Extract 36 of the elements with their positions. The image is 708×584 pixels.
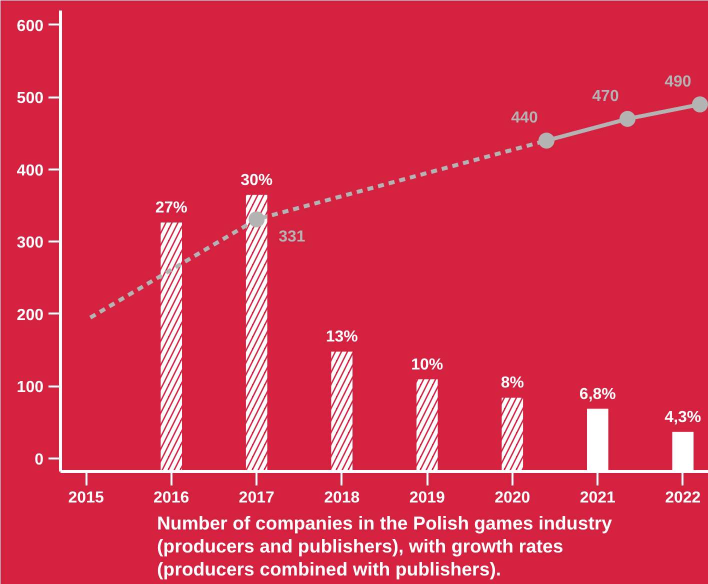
y-tick-label: 100 — [16, 379, 44, 396]
x-tick-label: 2016 — [154, 490, 190, 506]
x-tick-label: 2015 — [68, 490, 104, 506]
data-label: 13% — [326, 328, 358, 346]
data-label: 4,3% — [664, 408, 702, 426]
x-tick-label: 2020 — [494, 490, 530, 506]
y-tick-label: 300 — [16, 234, 44, 252]
y-tick-label: 600 — [16, 18, 44, 35]
data-label: 30% — [240, 172, 273, 189]
data-label: 27% — [155, 200, 188, 217]
data-label: 331 — [278, 228, 306, 246]
bar — [502, 398, 524, 472]
x-tick-label: 2017 — [238, 490, 275, 506]
x-tick-label: 2019 — [409, 490, 446, 506]
x-tick-label: 2022 — [665, 490, 701, 506]
data-label: 470 — [592, 88, 619, 105]
x-tick-label: 2018 — [324, 490, 360, 506]
data-label: 8% — [500, 374, 524, 392]
y-tick-label: 500 — [16, 90, 44, 108]
data-label: 440 — [511, 110, 538, 127]
bar — [160, 222, 182, 472]
data-label: 490 — [664, 73, 692, 90]
point — [620, 110, 636, 127]
point — [692, 96, 708, 112]
point — [248, 211, 265, 228]
y-tick-label: 0 — [34, 451, 44, 468]
data-label: 10% — [411, 356, 444, 374]
text: Number of companies in the Polish games industry (producers and publishers), with growth rates (producers combined with publishers). — [156, 512, 613, 580]
y-tick-label: 400 — [16, 162, 44, 180]
bar — [246, 194, 268, 472]
x-tick-label: 2021 — [580, 490, 616, 506]
bar — [331, 352, 353, 472]
bar — [416, 379, 438, 472]
point — [538, 132, 554, 149]
data-label: 6,8% — [579, 386, 616, 403]
y-tick-label: 200 — [16, 306, 44, 324]
